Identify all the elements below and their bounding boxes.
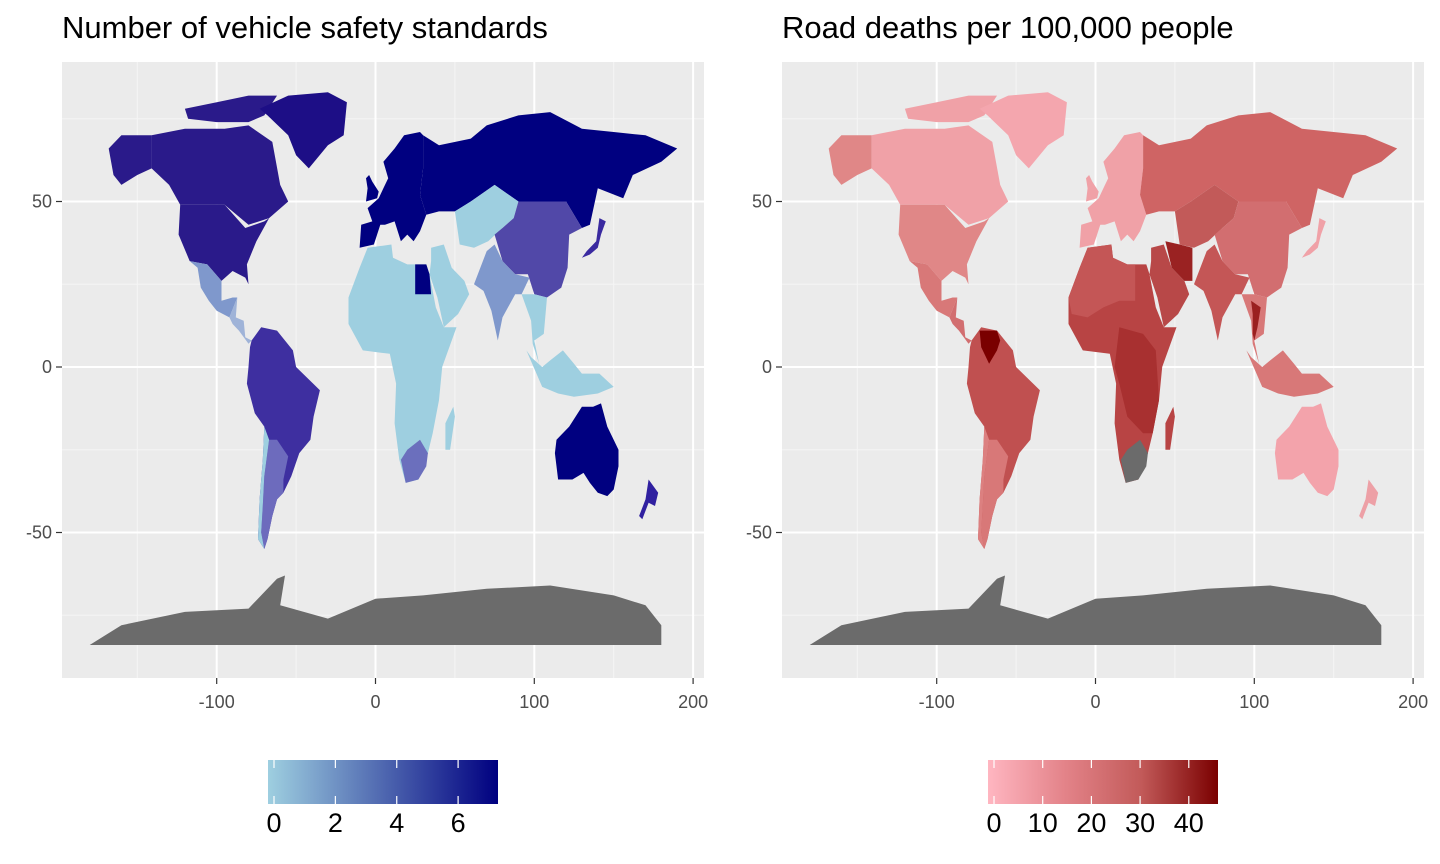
right-region-middle-east [1149, 244, 1190, 328]
left-region-australia [554, 403, 619, 497]
left-region-chile [258, 426, 270, 549]
right-region-madagascar [1165, 406, 1175, 450]
right-region-indonesia [1246, 350, 1334, 397]
right-region-venezuela [979, 330, 1001, 364]
right-region-argentina [981, 439, 1009, 549]
right-x-tick-label: 200 [1398, 692, 1428, 712]
right-region-uk [1086, 175, 1099, 202]
left-y-tick-label: 50 [32, 192, 52, 212]
left-legend-label: 0 [266, 808, 281, 838]
left-region-madagascar [445, 406, 455, 450]
right-region-europe [1079, 132, 1147, 248]
right-region-north-america [898, 204, 990, 285]
right-legend-colorbar [988, 760, 1218, 804]
left-region-canada-isles [184, 95, 277, 123]
right-x-tick-label: -100 [919, 692, 955, 712]
left-region-central-america [229, 297, 252, 344]
left-region-middle-east [429, 244, 470, 328]
right-region-china [1214, 201, 1302, 298]
right-region-thailand [1251, 300, 1261, 341]
right-panel: -100 0 100 200 50 0 -50 0 10 20 30 40 [746, 62, 1428, 838]
left-region-canada [151, 125, 289, 225]
right-region-greenland [979, 92, 1067, 169]
right-region-new-zealand [1359, 479, 1379, 520]
right-region-chile [978, 426, 990, 549]
left-region-antarctica [89, 575, 662, 645]
right-legend-label: 30 [1125, 808, 1155, 838]
left-land [89, 92, 678, 645]
left-region-china [494, 201, 582, 298]
left-region-south-africa [400, 439, 428, 483]
left-region-greenland [259, 92, 347, 169]
right-region-australia [1274, 403, 1339, 497]
right-region-canada [871, 125, 1009, 225]
left-region-mexico [189, 261, 238, 318]
right-legend-label: 20 [1076, 808, 1106, 838]
right-region-japan [1301, 218, 1326, 258]
left-legend-label: 6 [451, 808, 466, 838]
right-region-antarctica [809, 575, 1382, 645]
left-region-new-zealand [639, 479, 659, 520]
left-region-uk [366, 175, 379, 202]
left-x-tick-label: 200 [678, 692, 708, 712]
right-region-russia [1140, 112, 1398, 228]
left-region-russia [420, 112, 678, 228]
right-region-mexico [909, 261, 958, 318]
right-region-central-asia [1174, 184, 1239, 248]
right-region-south-africa [1120, 439, 1148, 483]
right-region-central-america [949, 297, 972, 344]
left-region-argentina [261, 439, 289, 549]
right-legend-label: 40 [1174, 808, 1204, 838]
right-y-tick-label: -50 [746, 523, 772, 543]
right-y-tick-label: 50 [752, 192, 772, 212]
right-legend-label: 0 [986, 808, 1001, 838]
left-legend-label: 4 [389, 808, 404, 838]
right-region-iran [1165, 241, 1193, 281]
right-region-alaska [828, 135, 872, 185]
right-legend-label: 10 [1028, 808, 1058, 838]
left-region-north-america [178, 204, 270, 285]
right-x-tick-label: 0 [1090, 692, 1100, 712]
left-panel: -100 0 100 200 50 0 -50 0 2 4 6 [26, 62, 708, 838]
right-land [809, 92, 1398, 645]
left-legend-colorbar [268, 760, 498, 804]
left-region-india [474, 244, 530, 341]
left-y-tick-label: -50 [26, 523, 52, 543]
left-x-tick-label: -100 [199, 692, 235, 712]
left-legend-label: 2 [328, 808, 343, 838]
right-y-tick-label: 0 [762, 357, 772, 377]
right-region-central-africa [1114, 327, 1159, 434]
right-region-india [1194, 244, 1250, 341]
left-y-tick-label: 0 [42, 357, 52, 377]
right-region-north-africa [1068, 244, 1136, 318]
left-x-tick-label: 100 [519, 692, 549, 712]
right-region-canada-isles [904, 95, 997, 123]
left-region-japan [581, 218, 606, 258]
left-region-se-asia [521, 294, 547, 364]
left-region-indonesia [526, 350, 614, 397]
right-map-title: Road deaths per 100,000 people [782, 10, 1234, 45]
left-region-africa [348, 244, 457, 483]
left-map-title: Number of vehicle safety standards [62, 10, 548, 45]
left-region-central-asia [454, 184, 519, 248]
left-region-alaska [108, 135, 152, 185]
right-x-tick-label: 100 [1239, 692, 1269, 712]
left-region-europe [359, 132, 427, 248]
left-region-egypt [415, 264, 432, 295]
left-x-tick-label: 0 [370, 692, 380, 712]
